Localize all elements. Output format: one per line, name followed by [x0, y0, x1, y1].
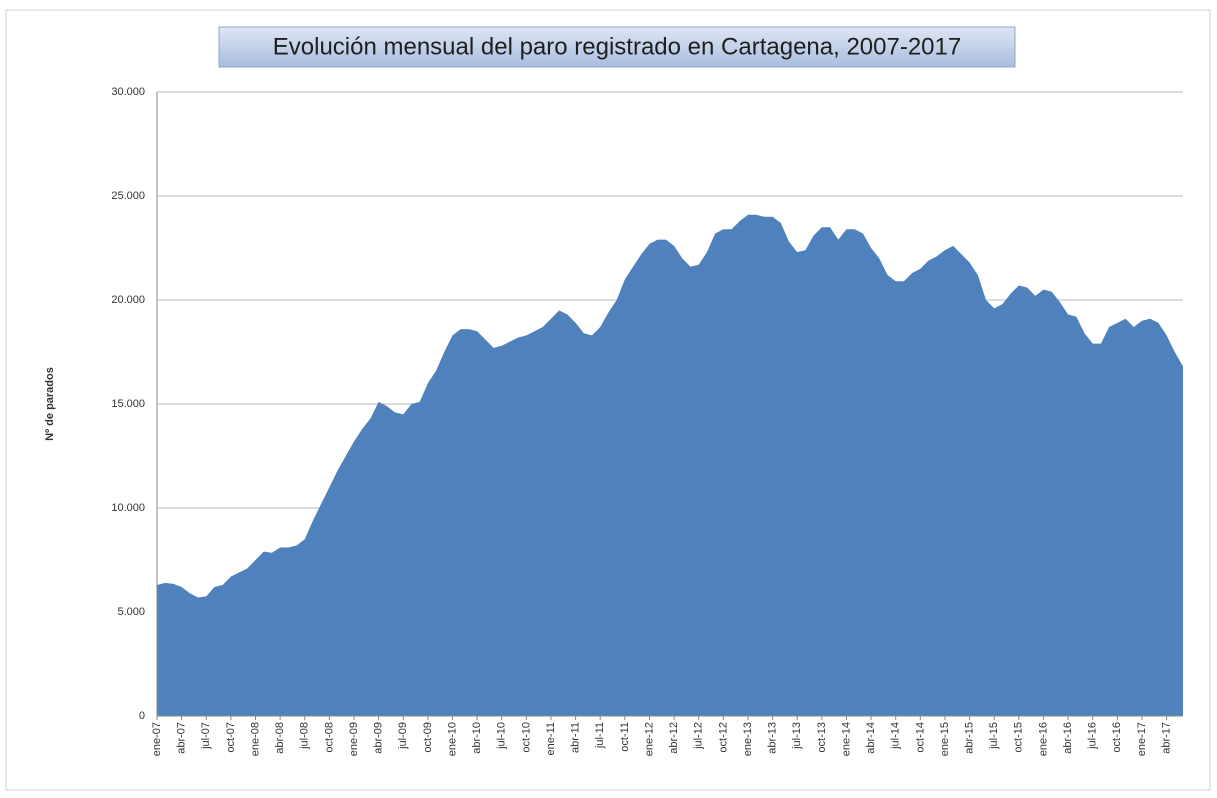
x-tick-label: jul-10	[496, 722, 508, 750]
x-tick-label: abr-16	[1062, 722, 1074, 754]
x-tick-label: oct-13	[816, 722, 828, 753]
chart-title: Evolución mensual del paro registrado en…	[273, 33, 961, 60]
x-tick-label: ene-07	[151, 722, 163, 756]
x-tick-label: jul-14	[890, 722, 902, 750]
y-tick-label: 0	[139, 710, 145, 722]
title-box	[218, 26, 1016, 68]
y-tick-label: 20.000	[111, 294, 145, 306]
y-axis-label: Nº de parados	[44, 367, 56, 441]
x-tick-label: oct-09	[422, 722, 434, 753]
x-tick-label: abr-15	[963, 722, 975, 754]
x-tick-label: abr-13	[767, 722, 779, 754]
x-tick-label: ene-15	[939, 722, 951, 756]
x-tick-label: abr-10	[471, 722, 483, 754]
x-tick-label: oct-08	[323, 722, 335, 753]
x-tick-label: jul-07	[200, 722, 212, 750]
x-tick-label: abr-09	[373, 722, 385, 754]
x-tick-label: abr-11	[570, 722, 582, 753]
x-tick-label: oct-12	[717, 722, 729, 753]
x-tick-label: jul-09	[397, 722, 409, 750]
x-tick-label: ene-16	[1037, 722, 1049, 756]
y-tick-label: 30.000	[111, 86, 145, 98]
x-tick-label: abr-07	[176, 722, 188, 754]
x-tick-label: ene-11	[545, 722, 557, 755]
x-tick-label: oct-10	[520, 722, 532, 753]
x-tick-label: oct-14	[914, 722, 926, 753]
x-tick-label: ene-09	[348, 722, 360, 756]
y-tick-label: 15.000	[111, 398, 145, 410]
x-tick-label: jul-11	[594, 722, 606, 749]
x-tick-label: abr-17	[1160, 722, 1172, 754]
x-tick-label: oct-11	[619, 722, 631, 752]
x-tick-label: ene-13	[742, 722, 754, 756]
x-tick-label: jul-16	[1087, 722, 1099, 750]
x-tick-label: jul-12	[693, 722, 705, 750]
x-tick-label: jul-15	[988, 722, 1000, 750]
x-tick-label: oct-07	[225, 722, 237, 753]
y-tick-label: 5.000	[117, 606, 145, 618]
x-tick-label: ene-10	[446, 722, 458, 756]
x-tick-label: jul-13	[791, 722, 803, 750]
x-tick-label: oct-16	[1111, 722, 1123, 753]
y-tick-label: 10.000	[111, 502, 145, 514]
x-tick-label: jul-08	[299, 722, 311, 750]
x-tick-label: ene-14	[840, 722, 852, 756]
x-tick-label: ene-17	[1136, 722, 1148, 756]
x-tick-label: abr-08	[274, 722, 286, 754]
x-tick-label: ene-12	[643, 722, 655, 756]
x-tick-label: abr-14	[865, 722, 877, 754]
x-tick-label: ene-08	[249, 722, 261, 756]
y-tick-label: 25.000	[111, 190, 145, 202]
area	[157, 214, 1183, 716]
x-tick-label: oct-15	[1013, 722, 1025, 753]
x-tick-label: abr-12	[668, 722, 680, 754]
